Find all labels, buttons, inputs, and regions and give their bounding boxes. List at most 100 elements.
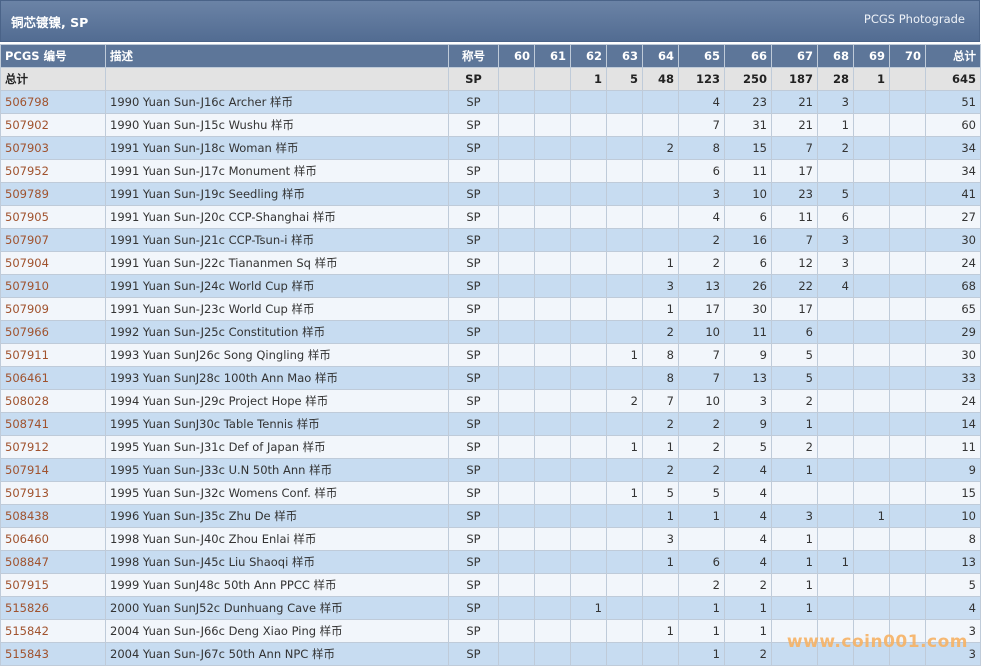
pcgs-number-link[interactable]: 508438 [0,504,106,528]
grade-count-cell [642,596,679,620]
pcgs-number-link[interactable]: 515826 [0,596,106,620]
grade-count-cell: 7 [771,136,818,160]
grade-count-cell [570,504,607,528]
col-grade-63-header: 63 [606,44,643,68]
grade-count-cell: 31 [724,113,772,137]
description-cell: 1995 Yuan SunJ30c Table Tennis 样币 [105,412,449,436]
grade-count-cell [642,205,679,229]
table-row: 515826 2000 Yuan SunJ52c Dunhuang Cave 样币… [0,596,981,620]
total-count-cell: 3 [925,642,981,666]
pcgs-number-link[interactable]: 507907 [0,228,106,252]
grade-count-cell: 26 [724,274,772,298]
grade-count-cell: 1 [817,113,854,137]
pcgs-number-link[interactable]: 506461 [0,366,106,390]
pcgs-number-link[interactable]: 515843 [0,642,106,666]
grade-count-cell [817,527,854,551]
grade-count-cell [817,458,854,482]
table-row: 507914 1995 Yuan Sun-J33c U.N 50th Ann 样币… [0,458,981,482]
grade-count-cell [889,619,926,643]
grade-count-cell [534,596,571,620]
pcgs-number-link[interactable]: 507913 [0,481,106,505]
grade-count-cell: 5 [678,481,725,505]
grade-count-cell [534,481,571,505]
grade-count-cell [817,642,854,666]
pcgs-number-link[interactable]: 509789 [0,182,106,206]
pcgs-number-link[interactable]: 507912 [0,435,106,459]
grade-count-cell [889,182,926,206]
grade-count-cell [889,113,926,137]
total-count-cell: 9 [925,458,981,482]
pcgs-number-link[interactable]: 507911 [0,343,106,367]
designation-cell: SP [448,343,499,367]
pcgs-number-link[interactable]: 506798 [0,90,106,114]
grade-count-cell [853,389,890,413]
grade-count-cell [534,228,571,252]
grade-count-cell: 6 [724,251,772,275]
grade-count-cell [606,642,643,666]
grade-count-cell: 2 [771,435,818,459]
pcgs-number-link[interactable]: 508847 [0,550,106,574]
grade-count-cell [606,320,643,344]
grade-count-cell [853,228,890,252]
grade-count-cell [889,458,926,482]
pcgs-number-link[interactable]: 507915 [0,573,106,597]
total-count-cell: 11 [925,435,981,459]
grade-count-cell [498,182,535,206]
grade-count-cell [853,642,890,666]
grade-count-cell [606,596,643,620]
grade-count-cell: 11 [724,159,772,183]
description-cell: 1990 Yuan Sun-J16c Archer 样币 [105,90,449,114]
pcgs-number-link[interactable]: 507903 [0,136,106,160]
description-cell: 1995 Yuan Sun-J31c Def of Japan 样币 [105,435,449,459]
grade-count-cell [606,504,643,528]
col-total-header: 总计 [925,44,981,68]
total-row: 总计 SP 1 5 48 123 250 187 28 1 645 [0,67,981,91]
grade-count-cell [534,642,571,666]
pcgs-number-link[interactable]: 507952 [0,159,106,183]
pcgs-number-link[interactable]: 507910 [0,274,106,298]
total-count-cell: 30 [925,228,981,252]
pcgs-number-link[interactable]: 507904 [0,251,106,275]
grade-count-cell: 4 [724,481,772,505]
designation-cell: SP [448,412,499,436]
grade-count-cell [498,435,535,459]
grade-count-cell [570,320,607,344]
grade-count-cell [498,481,535,505]
pcgs-number-link[interactable]: 515842 [0,619,106,643]
grade-count-cell: 3 [817,251,854,275]
pcgs-number-link[interactable]: 506460 [0,527,106,551]
grade-count-cell: 6 [771,320,818,344]
grade-count-cell: 1 [642,251,679,275]
grade-count-cell: 7 [678,343,725,367]
pcgs-number-link[interactable]: 507966 [0,320,106,344]
grade-count-cell: 7 [678,113,725,137]
table-row: 507912 1995 Yuan Sun-J31c Def of Japan 样币… [0,435,981,459]
description-cell: 1991 Yuan Sun-J17c Monument 样币 [105,159,449,183]
grade-count-cell: 1 [771,458,818,482]
pcgs-number-link[interactable]: 507905 [0,205,106,229]
grade-count-cell [570,366,607,390]
grade-count-cell: 11 [771,205,818,229]
grade-count-cell [817,343,854,367]
grade-count-cell [498,366,535,390]
description-cell: 1991 Yuan Sun-J21c CCP-Tsun-i 样币 [105,228,449,252]
grade-count-cell [889,573,926,597]
pcgs-number-link[interactable]: 508741 [0,412,106,436]
designation-cell: SP [448,366,499,390]
grade-count-cell [498,619,535,643]
pcgs-number-link[interactable]: 507914 [0,458,106,482]
pcgs-number-link[interactable]: 507909 [0,297,106,321]
designation-cell: SP [448,251,499,275]
table-row: 507952 1991 Yuan Sun-J17c Monument 样币 SP 6 1… [0,159,981,183]
total-count-cell: 14 [925,412,981,436]
grade-count-cell: 1 [570,67,607,91]
grade-count-cell [534,366,571,390]
grade-count-cell [853,274,890,298]
grade-count-cell [889,481,926,505]
col-description-header: 描述 [105,44,449,68]
grade-count-cell [606,113,643,137]
grade-count-cell [498,573,535,597]
pcgs-number-link[interactable]: 507902 [0,113,106,137]
pcgs-number-link[interactable]: 508028 [0,389,106,413]
grade-count-cell: 5 [642,481,679,505]
